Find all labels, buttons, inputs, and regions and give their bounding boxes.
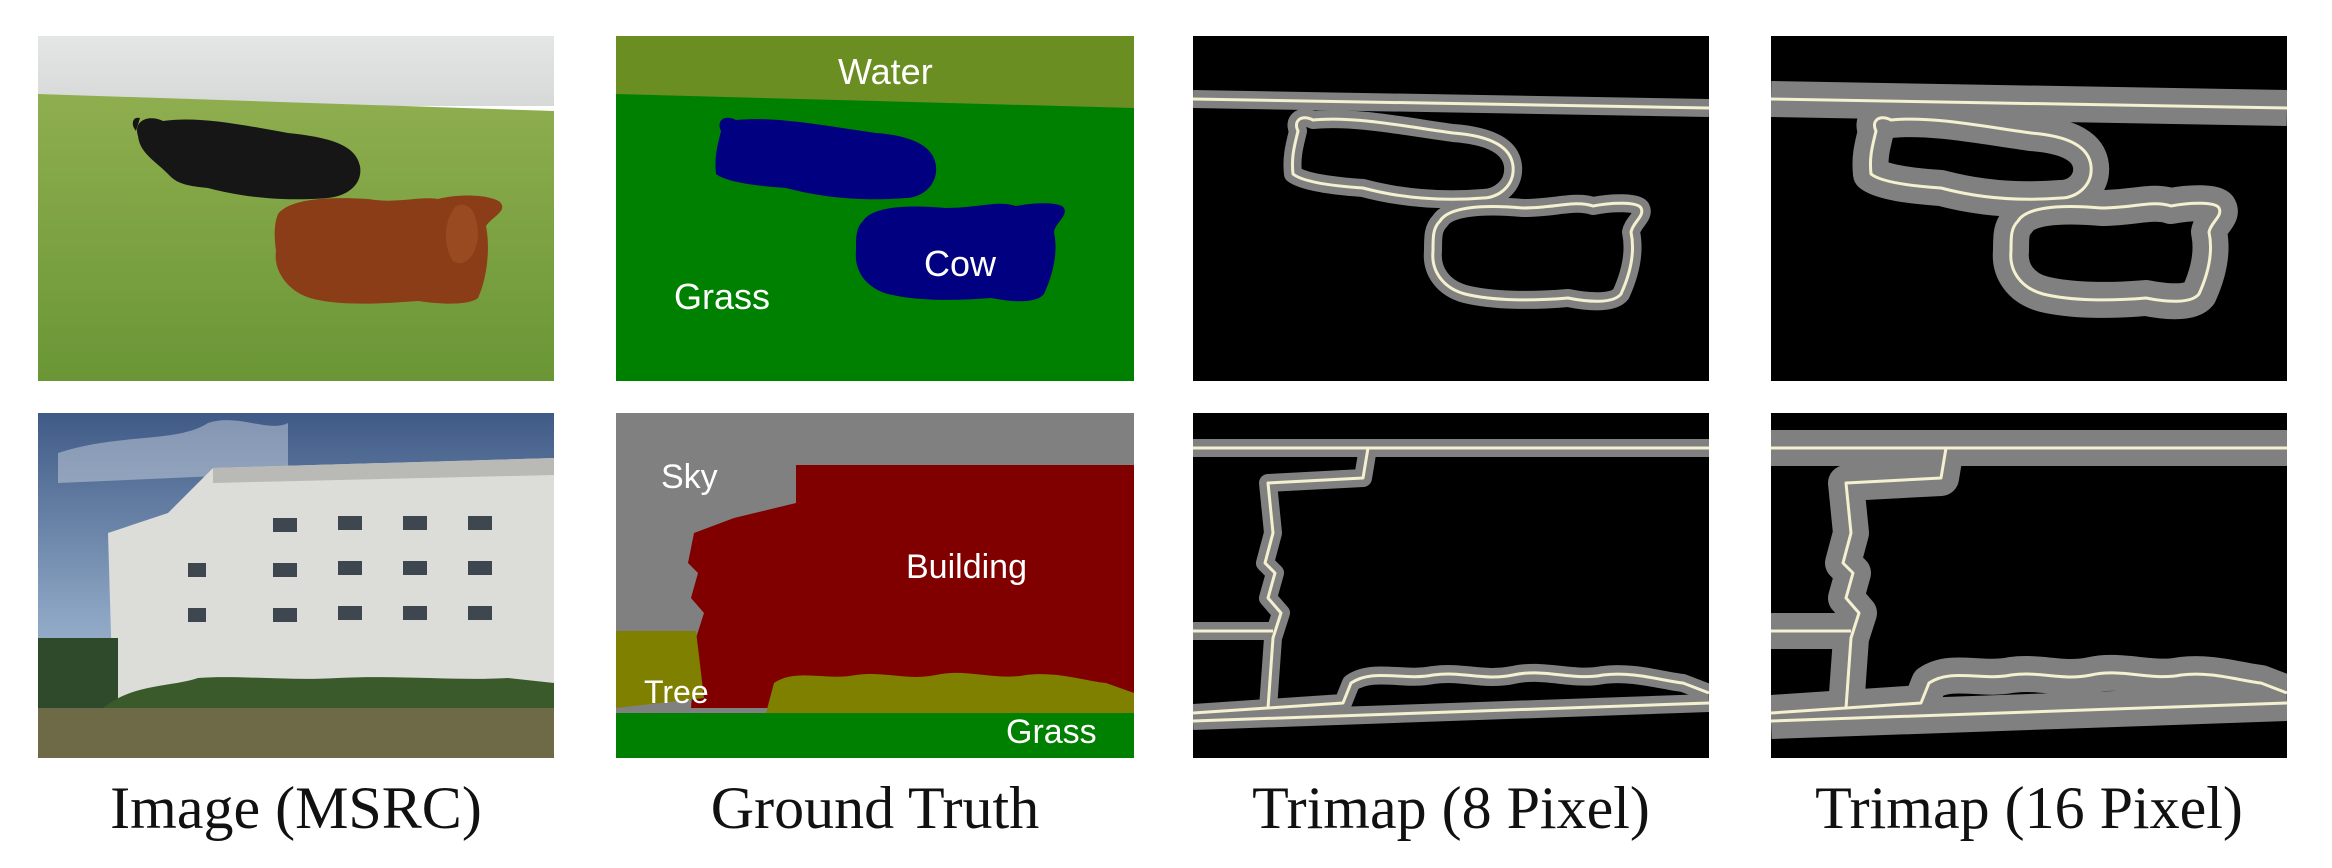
caption-trimap-16px: Trimap (16 Pixel)	[1815, 775, 2243, 841]
label-grass: Grass	[1006, 713, 1097, 751]
label-building: Building	[906, 548, 1027, 586]
tree-region	[616, 631, 704, 708]
label-cow: Cow	[924, 243, 997, 284]
ground-truth-cows: Water Cow Grass	[616, 36, 1134, 381]
image-msrc-cows	[38, 36, 554, 381]
label-tree: Tree	[644, 674, 709, 710]
brown-cow	[274, 195, 503, 304]
caption-trimap-8px: Trimap (8 Pixel)	[1252, 775, 1650, 841]
trimap-8px-cows	[1193, 36, 1709, 381]
black-cow	[137, 118, 361, 200]
caption-ground-truth: Ground Truth	[710, 775, 1040, 841]
building-region	[688, 465, 1134, 708]
trimap-16px-building	[1771, 413, 2287, 758]
image-msrc-building	[38, 413, 554, 758]
grass-region	[616, 713, 1134, 758]
label-sky: Sky	[661, 458, 718, 496]
hedge	[98, 677, 554, 713]
cow-region-2	[855, 203, 1065, 302]
cow-region-1	[715, 117, 937, 200]
trimap-8px-building	[1193, 413, 1709, 758]
trimap-16px-cows	[1771, 36, 2287, 381]
label-water: Water	[838, 51, 933, 92]
label-grass: Grass	[674, 276, 770, 317]
caption-image-msrc: Image (MSRC)	[110, 775, 482, 841]
building	[108, 458, 554, 703]
ground-truth-building: Sky Building Tree Grass	[616, 413, 1134, 758]
